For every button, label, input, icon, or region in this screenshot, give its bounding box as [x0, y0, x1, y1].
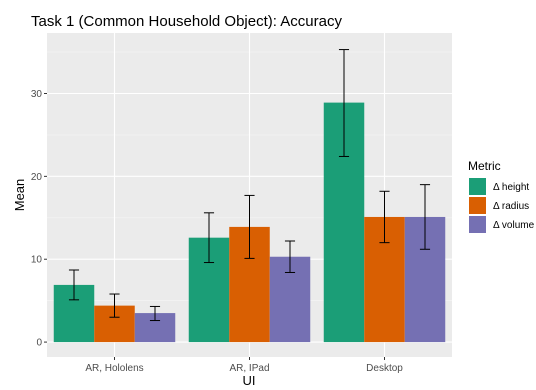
legend-label: Δ radius	[493, 201, 529, 212]
x-tick-label: AR, Hololens	[85, 363, 143, 374]
x-tick-label: Desktop	[366, 363, 403, 374]
legend-label: Δ height	[493, 182, 529, 193]
y-tick-label: 0	[36, 338, 42, 349]
x-tick-label: AR, IPad	[229, 363, 269, 374]
y-axis: 0 10 20 30	[31, 89, 47, 349]
legend: Metric Δ height Δ radius Δ volume	[468, 159, 535, 233]
legend-label: Δ volume	[493, 220, 535, 231]
x-axis-label: UI	[243, 373, 256, 388]
chart-title: Task 1 (Common Household Object): Accura…	[31, 13, 342, 30]
legend-key	[469, 216, 486, 233]
x-axis: AR, Hololens AR, IPad Desktop	[85, 357, 403, 374]
error-bars	[68, 49, 431, 322]
legend-key	[469, 197, 486, 214]
y-tick-label: 10	[31, 255, 43, 266]
y-tick-label: 30	[31, 89, 43, 100]
y-tick-label: 20	[31, 172, 43, 183]
legend-key	[469, 178, 486, 195]
y-axis-label: Mean	[12, 179, 27, 212]
legend-title: Metric	[468, 159, 501, 173]
